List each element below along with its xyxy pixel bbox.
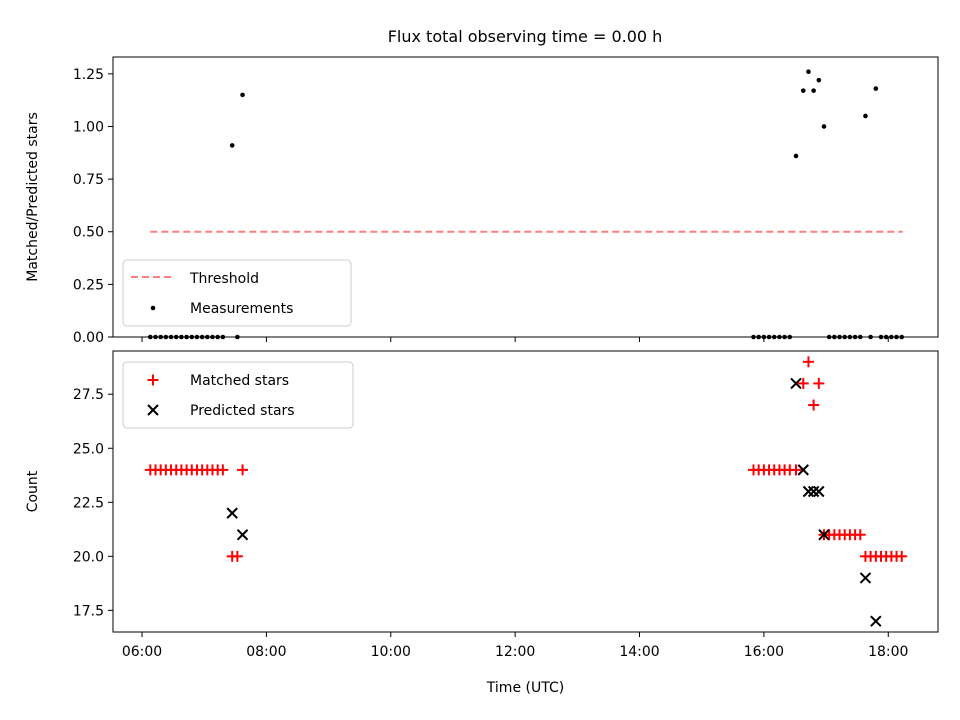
legend-measurement-label: Measurements [190,301,293,317]
x-tick-label: 14:00 [619,644,659,660]
axes-frame [112,350,939,633]
figure-title: Flux total observing time = 0.00 h [388,27,663,46]
data-point-b [802,485,815,498]
plots: 0.00 0.25 0.50 0.75 1.00 1.25 Matched/Predicte… [25,56,939,696]
data-point [217,464,229,476]
y-tick-label: 1.25 [73,67,104,83]
y-tick-label: 0.00 [73,330,104,346]
data-point-b [790,377,802,390]
y-tick-label: 22.5 [73,495,104,511]
data-point [870,615,882,627]
y-axis-label: Count [25,470,41,512]
y-tick-label: 17.5 [73,603,104,619]
data-point [237,464,249,476]
data-point [896,550,908,562]
data-point-b [818,529,830,541]
data-point [800,88,806,93]
axes-frame [112,56,939,338]
y-tick-label: 27.5 [73,387,104,403]
data-point [813,485,825,498]
data-point [790,377,802,390]
legend-predicted-swatch [147,404,159,416]
series-predicted-stars [226,377,882,627]
x-tick-label: 10:00 [371,644,411,660]
y-tick-label: 0.50 [73,225,104,241]
y-tick-label: 0.25 [73,277,104,293]
legend-matched-label: Matched stars [190,373,289,389]
x-tick-label: 16:00 [744,644,784,660]
data-point-b [813,485,825,498]
x-axis-label: Time (UTC) [486,680,564,696]
data-point-b [236,529,249,541]
y-axis-label: Matched/Predicted stars [25,112,41,282]
chart-2: 17.5 20.0 22.5 25.0 27.5 06:00 08:00 10:00 12:00… [25,350,939,696]
data-point [802,485,815,498]
data-point [807,485,820,498]
data-point [240,92,245,98]
y-tick-label: 20.0 [73,549,104,565]
data-point [818,529,830,541]
data-point [236,529,249,541]
data-point [821,124,827,129]
data-point [873,86,879,91]
legend-matched-swatch [147,374,159,386]
data-point [859,572,872,584]
x-tick-label: 18:00 [868,644,908,660]
data-point [811,88,816,93]
legend-box [122,259,352,327]
y-tick-label: 25.0 [73,441,104,457]
chart-1: 0.00 0.25 0.50 0.75 1.00 1.25 Matched/Predicte… [25,56,939,346]
data-point [797,377,809,389]
data-point-b [807,485,820,498]
x-tick-label: 06:00 [122,644,162,660]
data-point [797,464,809,476]
legend-box [122,361,354,429]
y-tick-label: 0.75 [73,172,104,188]
data-point-b [870,615,882,627]
legend-predicted-swatch-b [147,404,159,416]
data-point [863,113,868,119]
data-point-b [226,507,238,519]
data-point-b [859,572,872,584]
series-matched-stars [144,356,908,562]
legend-predicted-label: Predicted stars [190,403,295,419]
data-point [229,143,235,148]
data-point [226,507,238,519]
data-point [793,153,799,159]
y-tick-label: 1.00 [73,119,104,135]
data-point [806,69,811,75]
data-point-b [797,464,809,476]
legend: Threshold Measurements [122,259,352,327]
data-point [813,377,825,389]
data-point [790,464,802,476]
data-point [854,529,866,541]
data-point [802,356,814,368]
x-tick-label: 12:00 [495,644,535,660]
legend-measurement-swatch [150,305,156,311]
legend: Matched stars Predicted stars [122,361,354,429]
legend-threshold-label: Threshold [189,271,259,287]
data-point [231,550,243,562]
data-point [808,399,820,411]
x-tick-label: 08:00 [246,644,286,660]
data-point [816,77,822,83]
